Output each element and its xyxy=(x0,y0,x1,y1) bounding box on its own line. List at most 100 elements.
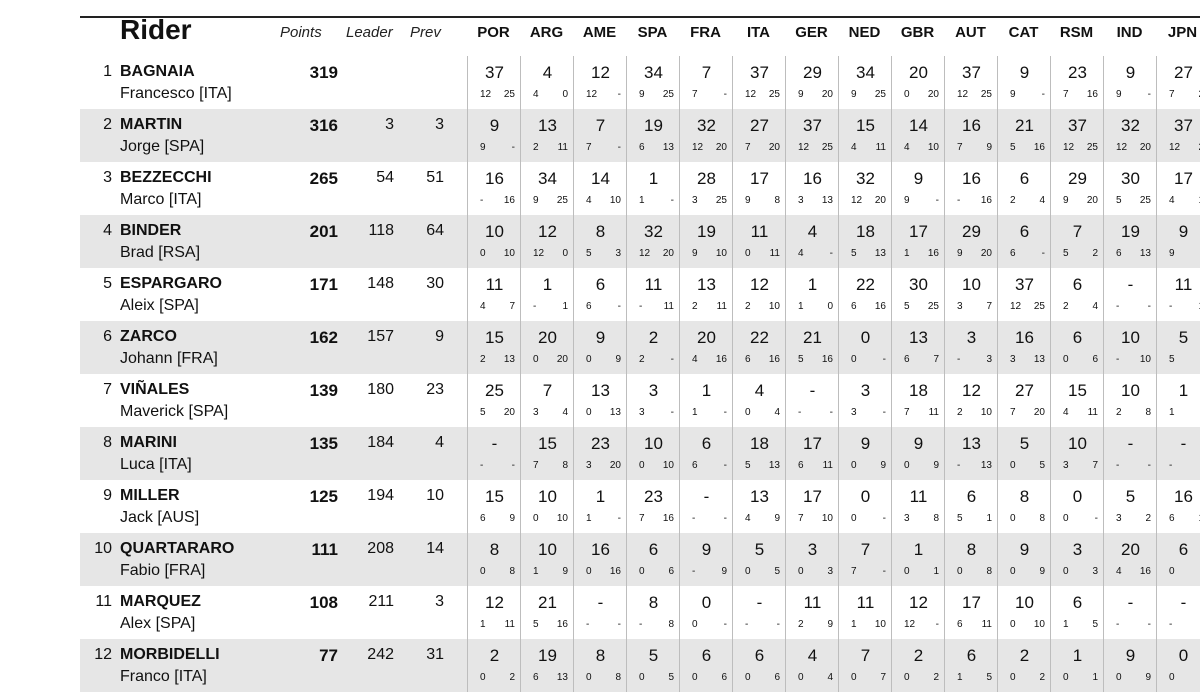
sprint-points: 0 xyxy=(480,248,486,259)
race-total: 3 xyxy=(648,381,659,400)
rider-surname: MARINI xyxy=(120,434,177,451)
sprint-points: 2 xyxy=(480,354,486,365)
sprint-points: 9 xyxy=(639,89,645,100)
sprint-points: 0 xyxy=(1169,672,1175,683)
race-points: 20 xyxy=(980,248,992,259)
race-total: 37 xyxy=(1068,116,1087,135)
rider-position: 5 xyxy=(103,275,112,292)
sprint-points: 4 xyxy=(480,301,486,312)
sprint-points: - xyxy=(798,407,802,418)
race-points: 4 xyxy=(774,407,780,418)
race-points: 16 xyxy=(715,354,727,365)
race-total: 11 xyxy=(485,275,504,294)
race-cell-ita: 17 9 8 xyxy=(732,162,786,215)
sprint-points: 9 xyxy=(904,195,910,206)
race-total: 1 xyxy=(1178,381,1189,400)
race-cell-por: --- xyxy=(467,427,521,480)
sprint-points: - xyxy=(480,460,484,471)
rider-first-name: Jack [AUS] xyxy=(120,509,200,526)
race-total: 5 xyxy=(1019,434,1030,453)
race-points: 16 xyxy=(503,195,515,206)
race-points: 6 xyxy=(721,672,727,683)
race-points: - xyxy=(617,619,621,630)
race-cell-por: 11 4 7 xyxy=(467,268,521,321)
race-total: 10 xyxy=(962,275,981,294)
sprint-points: 3 xyxy=(586,460,592,471)
race-cell-aut: 16-16 xyxy=(944,162,998,215)
race-points: 7 xyxy=(986,301,992,312)
race-cell-aut: 10 3 7 xyxy=(944,268,998,321)
race-cell-arg: 34 9 25 xyxy=(520,162,574,215)
race-total: 15 xyxy=(538,434,557,453)
race-cell-ita: 13 4 9 xyxy=(732,480,786,533)
race-points: 16 xyxy=(927,248,939,259)
sprint-points: 0 xyxy=(1116,672,1122,683)
race-points: 1 xyxy=(1198,301,1200,312)
gap-to-previous: 51 xyxy=(426,169,444,186)
race-total: 2 xyxy=(648,328,659,347)
sprint-points: - xyxy=(957,354,961,365)
rider-header: Rider xyxy=(120,14,192,45)
race-points: - xyxy=(617,89,621,100)
race-total: 16 xyxy=(962,116,981,135)
race-points: 0 xyxy=(562,248,568,259)
race-cell-ita: 37 12 25 xyxy=(732,56,786,109)
race-points: 11 xyxy=(1087,407,1098,418)
sprint-points: 7 xyxy=(904,407,910,418)
rider-position: 10 xyxy=(94,540,112,557)
race-cell-arg: 21 5 16 xyxy=(520,586,574,639)
race-total: 20 xyxy=(1121,540,1140,559)
sprint-points: 9 xyxy=(1063,195,1069,206)
race-points: 10 xyxy=(1033,619,1045,630)
rider-points: 171 xyxy=(309,275,338,294)
race-header-jpn: JPN xyxy=(1167,24,1198,41)
race-total: 1 xyxy=(542,275,553,294)
race-points: 13 xyxy=(1033,354,1045,365)
race-total: 1 xyxy=(807,275,818,294)
rider-surname: QUARTARARO xyxy=(120,540,235,557)
sprint-points: 6 xyxy=(692,460,698,471)
race-total: 7 xyxy=(860,646,871,665)
rider-first-name: Francesco [ITA] xyxy=(120,85,232,102)
race-points: 13 xyxy=(503,354,515,365)
race-total: 2 xyxy=(1019,646,1030,665)
race-points: - xyxy=(935,195,939,206)
race-points: 9 xyxy=(880,460,886,471)
sprint-points: 0 xyxy=(533,354,539,365)
race-points: 0 xyxy=(562,89,568,100)
sprint-points: 3 xyxy=(692,195,698,206)
sprint-points: 6 xyxy=(1010,248,1016,259)
sprint-points: 1 xyxy=(1169,407,1175,418)
sprint-points: 1 xyxy=(692,407,698,418)
race-points: - xyxy=(882,513,886,524)
gap-to-leader: 148 xyxy=(367,275,394,292)
sprint-points: 4 xyxy=(533,89,539,100)
race-cell-ger: 37 12 25 xyxy=(785,109,839,162)
race-points: 11 xyxy=(663,301,674,312)
race-cell-jpn: 11- xyxy=(1156,374,1200,427)
race-total: 29 xyxy=(803,63,822,82)
race-points: - xyxy=(511,460,515,471)
race-points: 1 xyxy=(933,566,939,577)
race-cell-fra: 20 4 16 xyxy=(679,321,733,374)
sprint-points: - xyxy=(1116,619,1120,630)
race-total: 13 xyxy=(591,381,610,400)
race-points: 7 xyxy=(880,672,886,683)
race-cell-por: 12 1 11 xyxy=(467,586,521,639)
sprint-points: 1 xyxy=(533,566,539,577)
race-total: 17 xyxy=(803,487,822,506)
race-cell-jpn: --- xyxy=(1156,586,1200,639)
race-total: 0 xyxy=(701,593,712,612)
sprint-points: 5 xyxy=(957,513,963,524)
race-points: - xyxy=(617,513,621,524)
sprint-points: 1 xyxy=(798,301,804,312)
race-points: 13 xyxy=(609,407,621,418)
rider-surname: BAGNAIA xyxy=(120,63,195,80)
